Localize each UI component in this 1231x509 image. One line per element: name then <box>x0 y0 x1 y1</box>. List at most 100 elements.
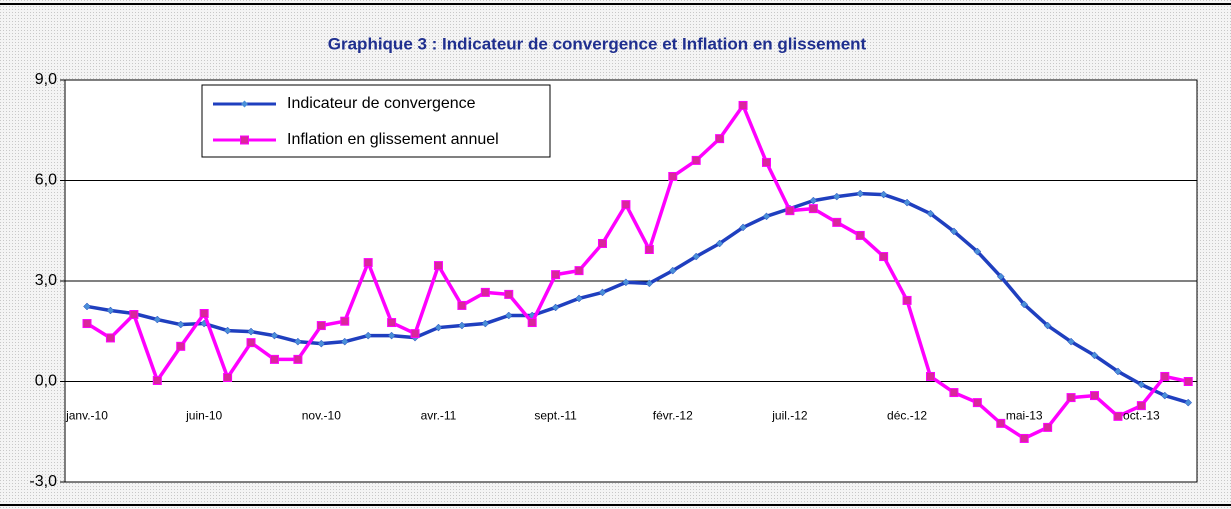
data-point <box>574 266 584 276</box>
data-point <box>621 200 631 210</box>
data-point <box>879 252 889 262</box>
data-point <box>340 316 350 326</box>
data-point <box>832 217 842 227</box>
x-tick-label: juil.-12 <box>771 409 808 423</box>
data-point <box>176 341 186 351</box>
data-point <box>1114 367 1122 376</box>
data-point <box>527 318 537 328</box>
data-point <box>551 270 561 280</box>
data-point <box>199 308 209 318</box>
data-point <box>715 239 724 248</box>
data-point <box>504 289 514 299</box>
data-point <box>481 319 490 328</box>
data-point <box>1090 391 1100 401</box>
chart-title: Graphique 3 : Indicateur de convergence … <box>328 34 867 53</box>
data-point <box>1160 371 1170 381</box>
data-point <box>82 319 92 329</box>
data-point <box>1136 401 1146 411</box>
data-point <box>363 258 373 268</box>
data-point <box>106 306 115 315</box>
data-point <box>738 100 748 110</box>
data-point <box>645 279 654 288</box>
data-point <box>832 192 841 201</box>
data-point <box>1113 411 1123 421</box>
data-point <box>691 155 701 165</box>
x-tick-label: avr.-11 <box>421 409 457 423</box>
data-point <box>340 337 349 346</box>
data-point <box>856 189 865 198</box>
data-point <box>668 171 678 181</box>
data-point <box>83 302 91 311</box>
y-tick-label: 6,0 <box>35 172 57 189</box>
data-point <box>434 323 443 332</box>
data-point <box>364 331 373 340</box>
data-point <box>387 331 396 340</box>
y-tick-label: 0,0 <box>35 373 57 390</box>
data-point <box>1184 398 1193 407</box>
data-point <box>598 288 607 297</box>
data-point <box>1066 393 1076 403</box>
data-point <box>1019 433 1029 443</box>
data-point <box>902 295 912 305</box>
data-point <box>223 326 232 335</box>
data-point <box>668 266 677 275</box>
data-point <box>1020 300 1029 309</box>
x-tick-label: janv.-10 <box>65 409 108 423</box>
data-point <box>247 327 255 336</box>
data-point <box>293 354 303 364</box>
legend-marker <box>240 135 249 145</box>
data-point <box>410 329 420 339</box>
data-point <box>715 134 725 144</box>
data-point <box>1043 422 1053 432</box>
data-point <box>551 303 560 312</box>
legend <box>201 84 551 158</box>
data-point <box>692 252 701 261</box>
data-point <box>972 398 982 408</box>
data-point <box>622 278 630 287</box>
data-point <box>129 310 139 319</box>
data-point <box>1043 321 1052 330</box>
data-point <box>925 371 935 381</box>
data-point <box>152 375 162 385</box>
data-point <box>855 230 865 240</box>
x-tick-label: mai-13 <box>1006 409 1043 423</box>
legend-label: Inflation en glissement annuel <box>287 131 499 148</box>
data-point <box>1067 337 1075 346</box>
data-point <box>433 261 443 271</box>
x-tick-label: sept.-11 <box>534 409 577 423</box>
data-point <box>973 247 982 256</box>
data-point <box>176 320 185 329</box>
data-point <box>785 206 795 216</box>
data-point <box>950 227 958 236</box>
x-tick-label: déc.-12 <box>887 409 927 423</box>
data-point <box>644 245 654 255</box>
data-point <box>316 321 326 331</box>
legend-marker <box>241 100 248 108</box>
data-point <box>269 354 279 364</box>
data-point <box>458 321 466 330</box>
data-point <box>762 212 771 221</box>
data-point <box>504 311 513 320</box>
data-point <box>575 294 583 303</box>
data-point <box>903 198 911 207</box>
data-point <box>597 238 607 248</box>
data-point <box>1090 351 1099 360</box>
y-tick-label: 9,0 <box>35 71 57 88</box>
data-point <box>996 418 1006 428</box>
y-tick-label: -3,0 <box>29 473 57 490</box>
y-tick-label: 3,0 <box>35 272 57 289</box>
data-point <box>926 209 935 218</box>
x-tick-label: nov.-10 <box>302 409 341 423</box>
data-point <box>317 339 326 348</box>
data-point <box>246 338 256 348</box>
data-point <box>809 196 818 205</box>
data-point <box>761 157 771 167</box>
data-point <box>1137 380 1146 389</box>
data-point <box>996 272 1005 281</box>
data-point <box>223 372 233 382</box>
data-point <box>808 204 818 214</box>
x-tick-label: févr.-12 <box>653 409 693 423</box>
legend-label: Indicateur de convergence <box>287 95 476 112</box>
data-point <box>1183 377 1193 386</box>
